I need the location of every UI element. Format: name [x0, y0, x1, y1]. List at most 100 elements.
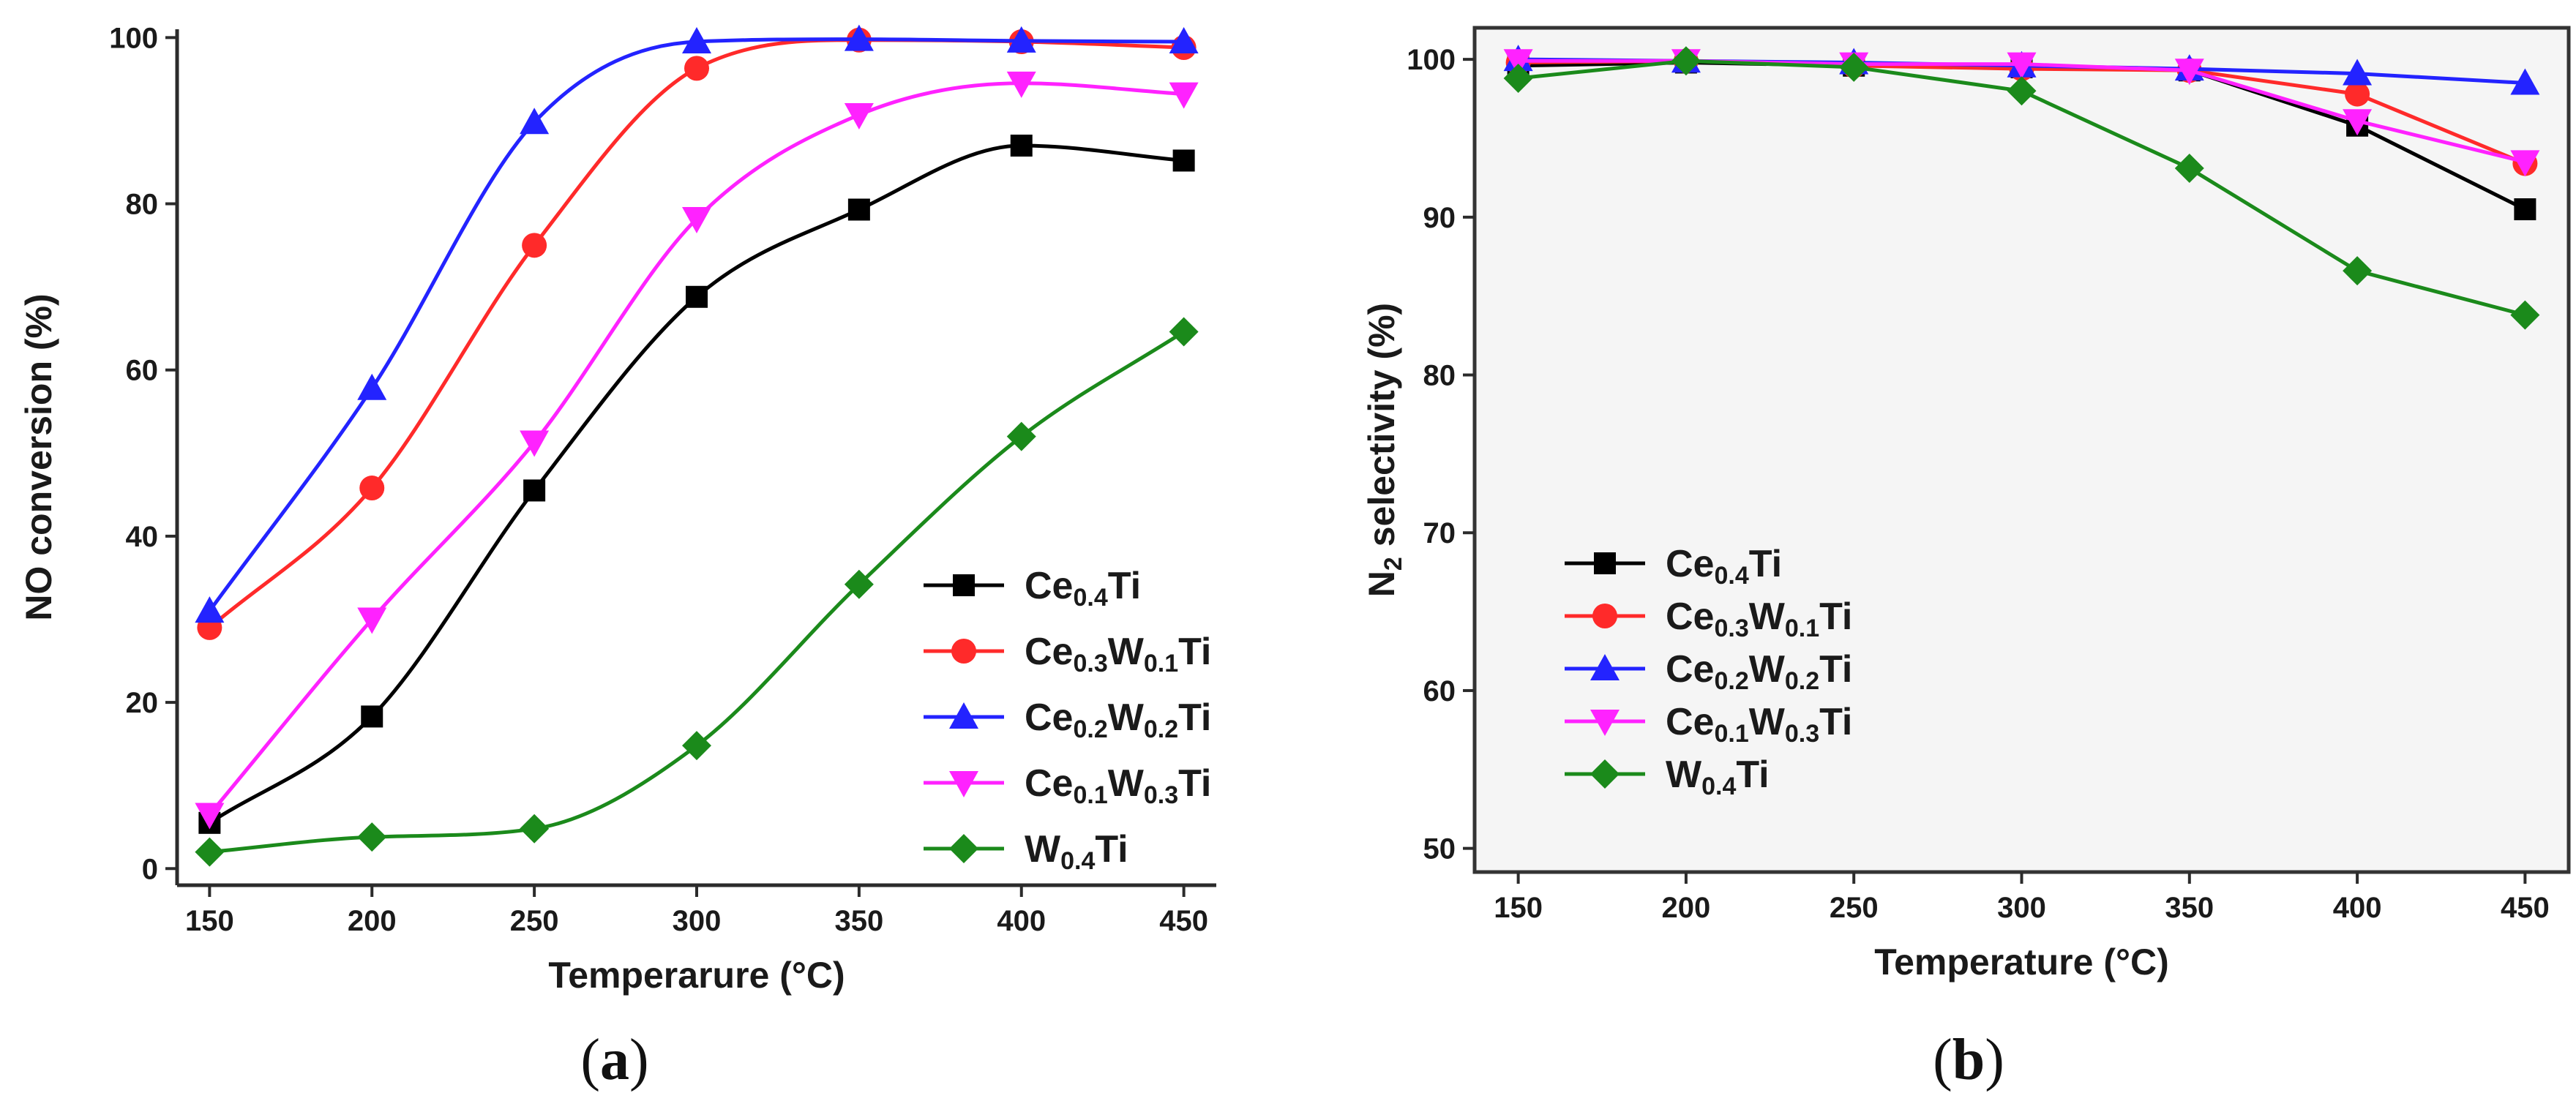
- legend-marker: [949, 771, 978, 797]
- legend-label-text: Ti: [1819, 648, 1852, 691]
- legend-label: Ce0.4Ti: [1666, 543, 1782, 590]
- data-point-ce0-1w0-3ti-350: [844, 103, 874, 129]
- data-point-ce0-3w0-1ti-400: [2345, 81, 2370, 107]
- y-tick-label: 70: [1423, 517, 1456, 549]
- y-tick-label: 90: [1423, 202, 1456, 234]
- panel-a-no-conversion-chart: 150 200 250 300 350 400 450 0 20 40 60 80 100 Tempera…: [18, 22, 1216, 1092]
- series-w0-4ti: [1503, 46, 2540, 330]
- data-point-w0-4ti-200: [357, 822, 387, 852]
- data-point-ce0-1w0-3ti-300: [682, 206, 711, 233]
- axes: 150 200 250 300 350 400 450 0 20 40 60 80 100 Tempera…: [18, 22, 1216, 996]
- y-axis-title-text: selectivity (%): [1361, 303, 1402, 557]
- legend-marker: [949, 702, 978, 729]
- y-axis-title: NO conversion (%): [18, 293, 59, 620]
- data-point-ce0-4ti-300: [686, 285, 708, 308]
- legend-label-text: W: [1749, 648, 1786, 691]
- data-point-ce0-4ti-450: [1172, 149, 1195, 172]
- x-tick-label: 250: [510, 905, 559, 937]
- panel-b-n2-selectivity-chart: 150 200 250 300 350 400 450 50 60 70 80 90 100 Temper…: [1361, 26, 2571, 1092]
- panel-caption-open: (: [1933, 1028, 1952, 1092]
- legend-label: W0.4Ti: [1666, 754, 1770, 800]
- x-tick-label: 150: [1494, 892, 1543, 924]
- data-point-ce0-1w0-3ti-400: [2343, 109, 2373, 136]
- series-line-ce0-2w0-2ti: [208, 37, 1184, 612]
- data-point-w0-4ti-300: [2007, 76, 2037, 106]
- legend-label-subscript: 0.2: [1785, 667, 1819, 695]
- legend-label-subscript: 0.4: [1701, 773, 1736, 800]
- data-point-ce0-4ti-200: [361, 705, 383, 728]
- data-point-ce0-2w0-2ti-200: [357, 373, 387, 400]
- legend-item-w0-4ti: W0.4Ti: [1565, 754, 1770, 800]
- data-point-ce0-3w0-1ti-250: [522, 233, 547, 258]
- legend-label-subscript: 0.2: [1073, 715, 1107, 743]
- data-point-ce0-4ti-450: [2514, 198, 2536, 221]
- y-tick-label: 0: [142, 853, 158, 885]
- data-point-ce0-1w0-3ti-150: [195, 803, 225, 830]
- y-tick-label: 80: [1423, 360, 1456, 392]
- data-point-ce0-1w0-3ti-250: [520, 430, 550, 457]
- series-ce0-4ti: [198, 135, 1195, 834]
- legend-label-text: Ce: [1025, 565, 1073, 607]
- data-point-ce0-2w0-2ti-450: [1169, 27, 1199, 54]
- legend-label-text: Ti: [1178, 762, 1211, 805]
- legend-label-text: W: [1025, 828, 1061, 871]
- legend-label-text: Ce: [1025, 762, 1073, 805]
- data-point-ce0-2w0-2ti-400: [1006, 26, 1036, 53]
- y-tick-label: 60: [126, 355, 159, 387]
- legend-label-text: Ce: [1666, 648, 1714, 691]
- data-point-ce0-4ti-250: [523, 479, 546, 502]
- legend-marker: [953, 574, 975, 596]
- y-tick-label: 40: [126, 521, 159, 553]
- data-point-ce0-1w0-3ti-400: [1006, 71, 1036, 98]
- legend-label-text: W: [1108, 631, 1145, 673]
- legend-marker: [949, 834, 978, 863]
- legend-label-subscript: 0.1: [1714, 720, 1748, 748]
- legend-label: Ce0.1W0.3Ti: [1025, 762, 1211, 809]
- legend-marker: [1590, 710, 1620, 736]
- data-point-w0-4ti-200: [1671, 46, 1701, 76]
- data-point-ce0-1w0-3ti-450: [2510, 150, 2540, 177]
- data-point-ce0-2w0-2ti-300: [682, 27, 711, 54]
- legend-label-text: W: [1749, 596, 1786, 638]
- legend-label-text: Ti: [1736, 754, 1769, 796]
- legend-item-ce0-2w0-2ti: Ce0.2W0.2Ti: [1565, 648, 1852, 695]
- legend-label-text: Ce: [1666, 543, 1714, 585]
- data-point-w0-4ti-400: [2343, 256, 2373, 286]
- legend-label-text: Ti: [1108, 565, 1141, 607]
- panel-caption-close: ): [629, 1028, 649, 1092]
- data-point-w0-4ti-250: [1839, 52, 1869, 82]
- x-tick-label: 250: [1830, 892, 1879, 924]
- data-point-ce0-2w0-2ti-450: [2510, 68, 2540, 95]
- data-point-w0-4ti-400: [1006, 421, 1036, 451]
- panel-caption-letter: a: [600, 1028, 629, 1092]
- panel-caption: (a): [580, 1028, 648, 1092]
- x-tick-label: 450: [1159, 905, 1208, 937]
- series-ce0-3w0-1ti: [197, 27, 1197, 640]
- legend-label-subscript: 0.4: [1060, 847, 1095, 875]
- panel-caption-close: ): [1985, 1028, 2004, 1092]
- x-tick-label: 400: [2333, 892, 2382, 924]
- legend-marker: [1590, 654, 1620, 680]
- x-tick-label: 350: [2165, 892, 2214, 924]
- legend-marker: [951, 639, 976, 664]
- series-w0-4ti: [195, 317, 1199, 867]
- data-point-w0-4ti-150: [1503, 64, 1533, 94]
- data-point-w0-4ti-150: [195, 837, 225, 867]
- x-tick-label: 300: [673, 905, 722, 937]
- data-point-w0-4ti-350: [2174, 153, 2204, 183]
- legend-marker: [1590, 759, 1620, 789]
- legend-label: Ce0.2W0.2Ti: [1666, 648, 1852, 695]
- panel-caption-letter: b: [1952, 1028, 1985, 1092]
- legend-label-subscript: 0.2: [1144, 715, 1178, 743]
- legend-label-text: Ce: [1025, 696, 1073, 739]
- legend-label: Ce0.2W0.2Ti: [1025, 696, 1211, 743]
- legend-label-text: Ti: [1819, 596, 1852, 638]
- x-tick-label: 150: [185, 905, 234, 937]
- legend-label-text: Ce: [1025, 631, 1073, 673]
- legend-label-subscript: 0.3: [1144, 781, 1178, 809]
- data-point-ce0-1w0-3ti-200: [357, 607, 387, 634]
- legend-item-ce0-4ti: Ce0.4Ti: [1565, 543, 1782, 590]
- legend-label-text: Ti: [1095, 828, 1128, 871]
- data-point-w0-4ti-450: [1169, 317, 1199, 347]
